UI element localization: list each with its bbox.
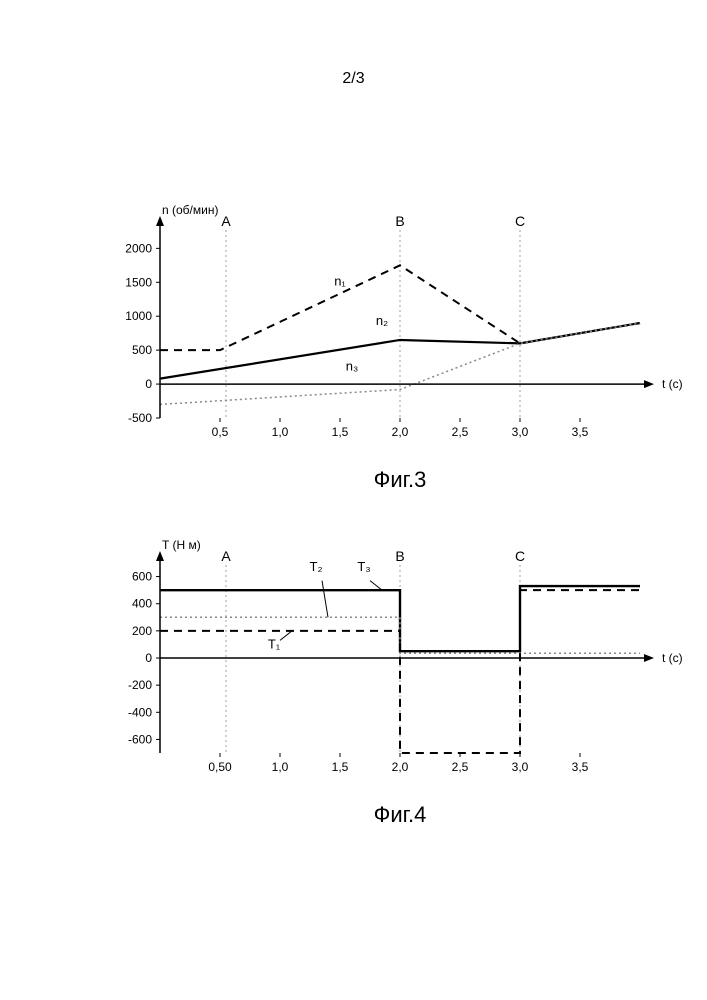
svg-text:-500: -500: [128, 411, 152, 425]
svg-text:1,0: 1,0: [272, 425, 289, 439]
svg-text:2,5: 2,5: [452, 760, 469, 774]
fig3-caption: Фиг.3: [100, 467, 700, 493]
svg-text:B: B: [395, 213, 404, 229]
svg-text:-600: -600: [128, 732, 152, 746]
svg-text:2,0: 2,0: [392, 425, 409, 439]
svg-text:T₃: T₃: [357, 559, 370, 574]
svg-text:T₁: T₁: [268, 637, 281, 652]
svg-text:2,5: 2,5: [452, 425, 469, 439]
svg-text:A: A: [221, 213, 231, 229]
svg-text:0: 0: [145, 651, 152, 665]
svg-text:1500: 1500: [125, 275, 152, 289]
svg-text:200: 200: [132, 624, 152, 638]
svg-text:n₁: n₁: [334, 274, 346, 289]
svg-text:3,5: 3,5: [572, 760, 589, 774]
chart-fig3: A B Cn₁ n₂ n₃ -500 0 500 1000 1500 2000 0,5 1,0 1,5 2,…: [100, 200, 700, 452]
svg-text:n₂: n₂: [376, 313, 388, 328]
svg-text:2000: 2000: [125, 241, 152, 255]
figure-4: A B C T₃ T₂ T₁ -600 -400 -200 0 200 400 600 0,50 1,0 1,…: [100, 535, 700, 828]
svg-text:0,5: 0,5: [212, 425, 229, 439]
svg-text:-200: -200: [128, 678, 152, 692]
svg-text:400: 400: [132, 597, 152, 611]
svg-text:A: A: [221, 548, 231, 564]
svg-text:1,5: 1,5: [332, 760, 349, 774]
svg-text:C: C: [515, 548, 525, 564]
svg-text:n₃: n₃: [346, 359, 359, 374]
chart-fig4: A B C T₃ T₂ T₁ -600 -400 -200 0 200 400 600 0,50 1,0 1,…: [100, 535, 700, 787]
svg-text:3,5: 3,5: [572, 425, 589, 439]
svg-text:1,5: 1,5: [332, 425, 349, 439]
svg-text:n (об/мин): n (об/мин): [162, 203, 218, 217]
svg-text:3,0: 3,0: [512, 425, 529, 439]
svg-text:0,50: 0,50: [208, 760, 232, 774]
page-number: 2/3: [0, 70, 707, 88]
svg-text:600: 600: [132, 570, 152, 584]
svg-text:3,0: 3,0: [512, 760, 529, 774]
figure-3: A B Cn₁ n₂ n₃ -500 0 500 1000 1500 2000 0,5 1,0 1,5 2,…: [100, 200, 700, 493]
svg-text:T₂: T₂: [310, 559, 323, 574]
svg-text:1,0: 1,0: [272, 760, 289, 774]
svg-text:C: C: [515, 213, 525, 229]
svg-text:0: 0: [145, 377, 152, 391]
svg-text:B: B: [395, 548, 404, 564]
svg-text:1000: 1000: [125, 309, 152, 323]
svg-text:t (c): t (c): [662, 651, 683, 665]
svg-text:2,0: 2,0: [392, 760, 409, 774]
svg-text:T (Н м): T (Н м): [162, 538, 201, 552]
svg-text:500: 500: [132, 343, 152, 357]
fig4-caption: Фиг.4: [100, 802, 700, 828]
svg-text:-400: -400: [128, 705, 152, 719]
svg-text:t (c): t (c): [662, 377, 683, 391]
